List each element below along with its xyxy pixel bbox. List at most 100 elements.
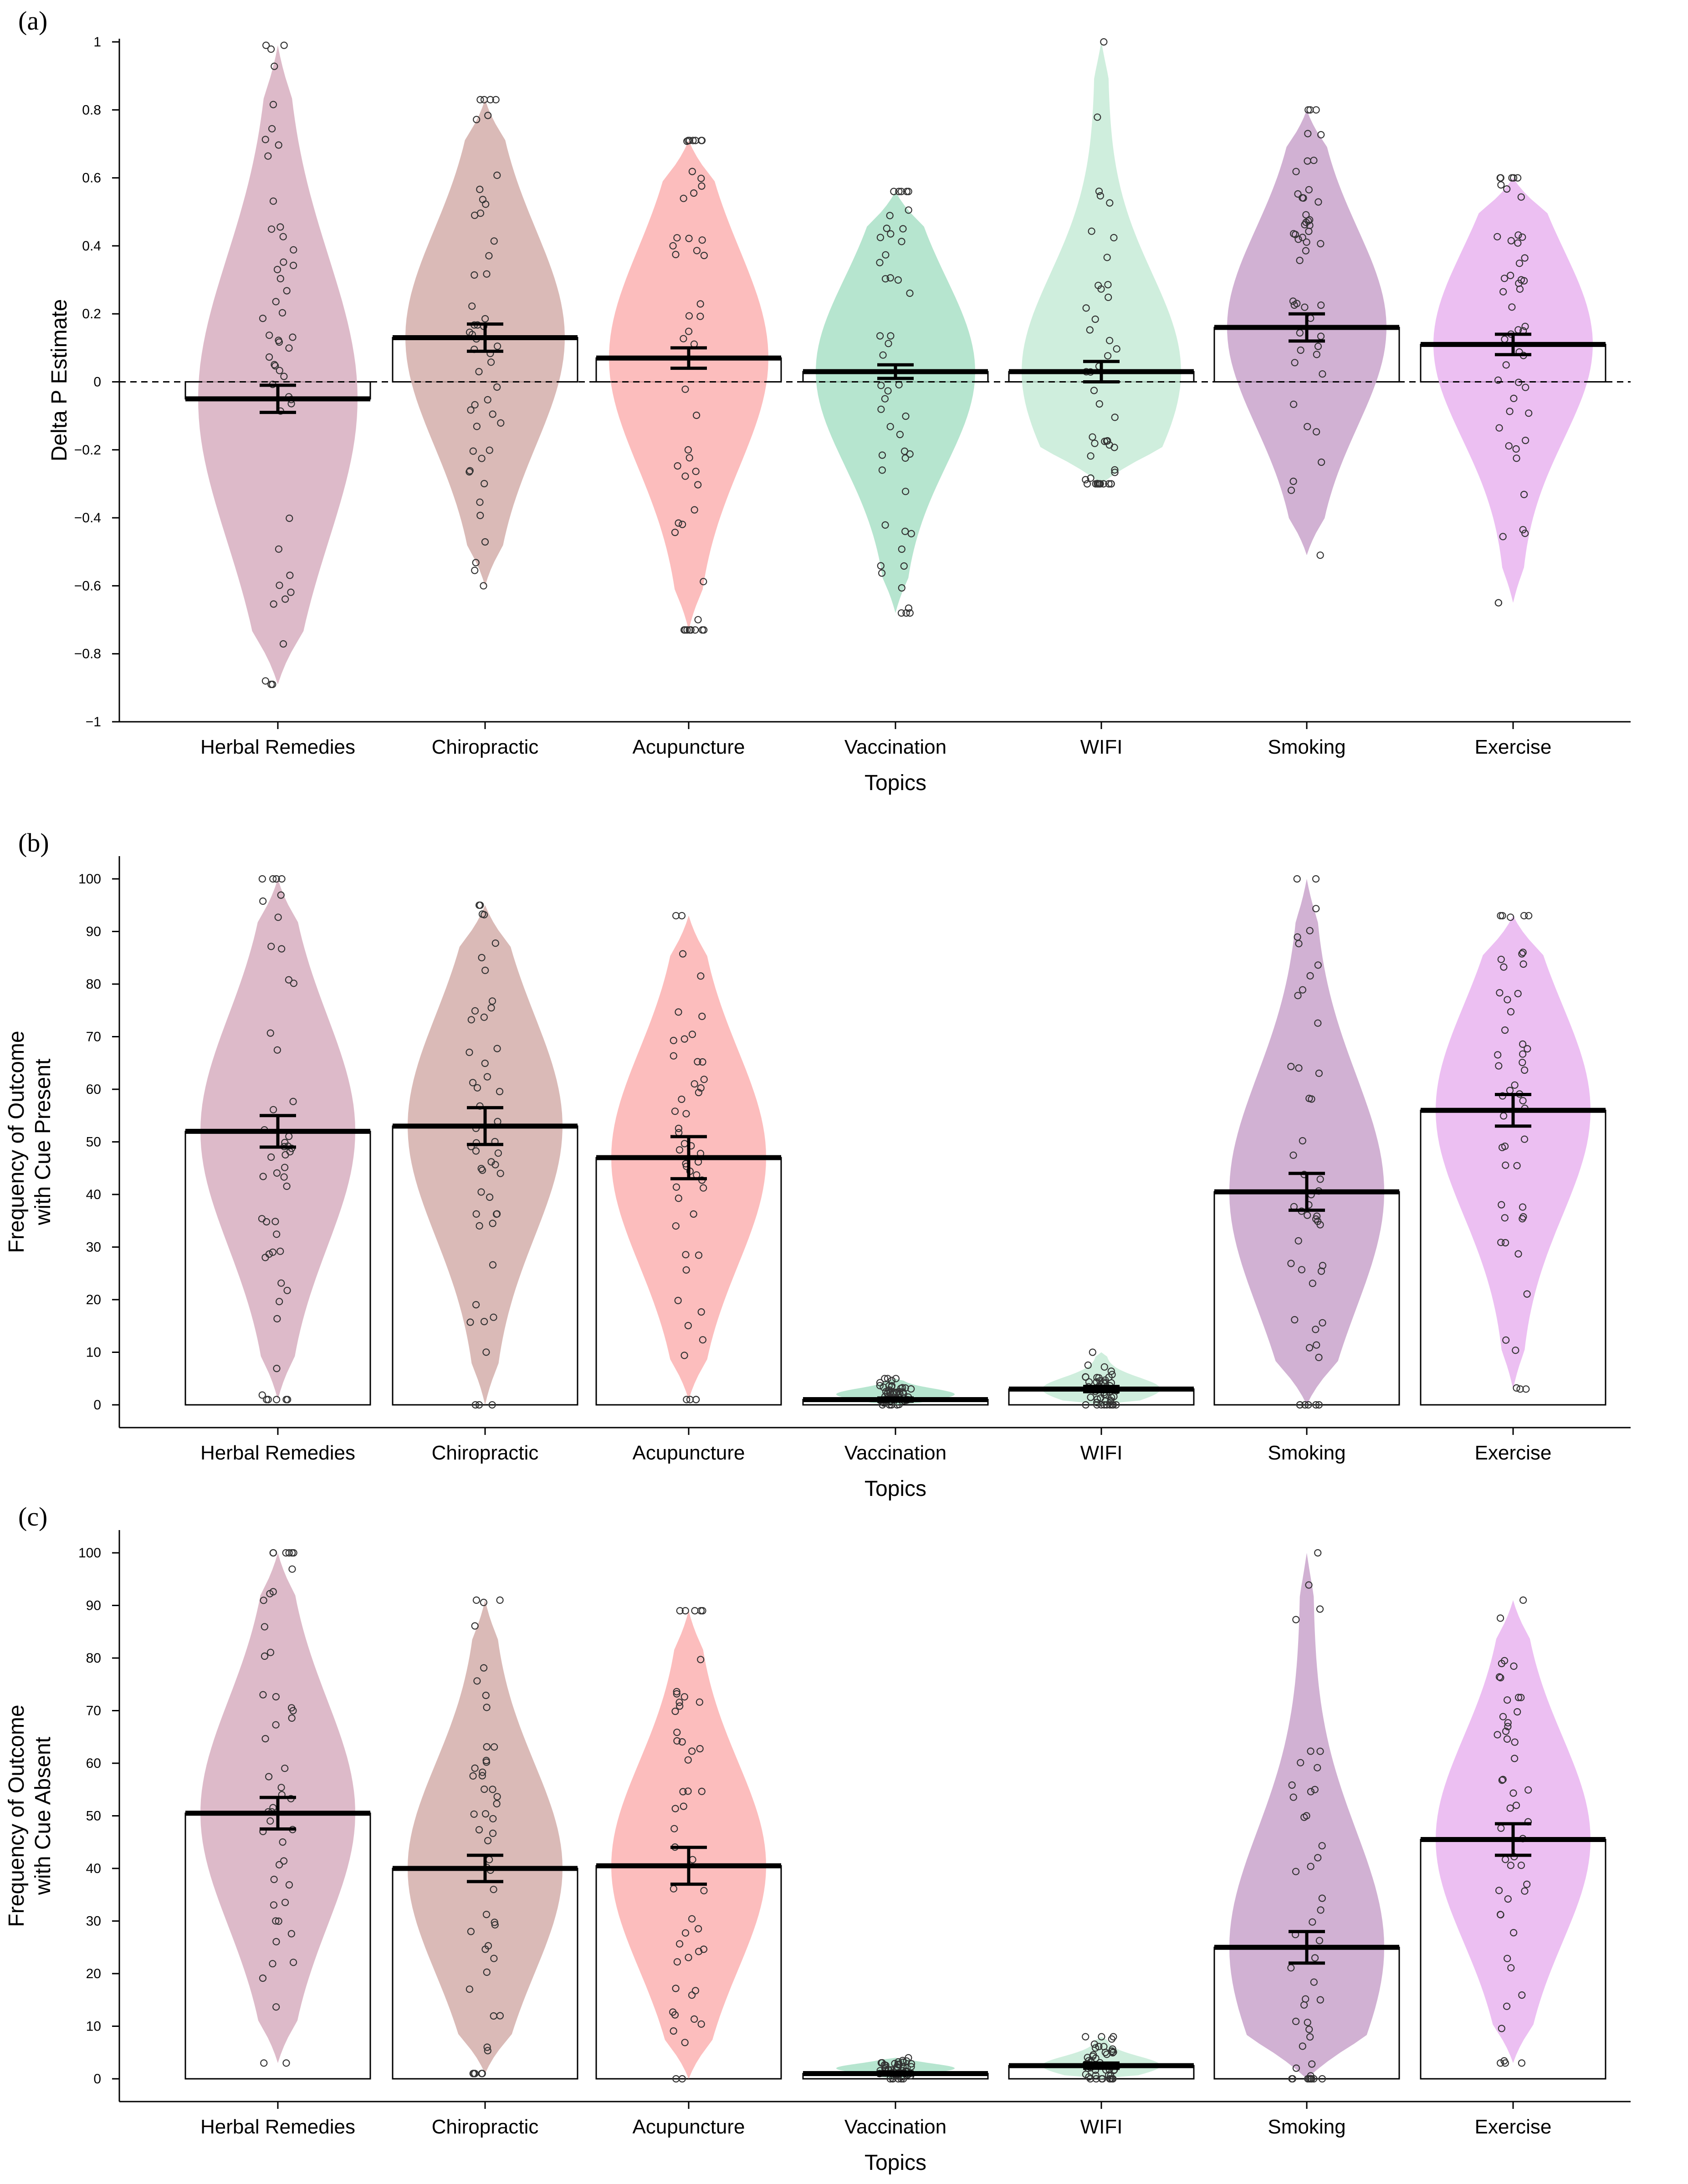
data-point bbox=[1110, 234, 1118, 242]
data-point bbox=[272, 1938, 280, 1945]
y-tick-label: 0 bbox=[93, 2072, 101, 2087]
data-point bbox=[1511, 1081, 1519, 1089]
data-point bbox=[476, 511, 484, 520]
data-point bbox=[683, 626, 691, 634]
panel-a: (a) 1 0.8 0.6 0.4 0.2 0 −0.2 −0.4 −0.6 −0.8 −1 Delta… bbox=[18, 6, 1631, 795]
data-point bbox=[1519, 526, 1527, 534]
x-tick-label: Smoking bbox=[1268, 2116, 1345, 2138]
data-point bbox=[694, 1058, 701, 1066]
data-point bbox=[1306, 106, 1314, 114]
data-point bbox=[1498, 1659, 1505, 1668]
data-point bbox=[1309, 1280, 1316, 1287]
data-point bbox=[884, 1375, 892, 1383]
y-tick-label: 90 bbox=[86, 1598, 101, 1613]
data-point bbox=[892, 1375, 900, 1383]
data-point bbox=[675, 519, 682, 527]
data-point bbox=[685, 312, 693, 320]
data-point bbox=[680, 194, 687, 202]
data-point bbox=[273, 1315, 281, 1322]
y-tick-label: 60 bbox=[86, 1082, 101, 1097]
data-point bbox=[490, 1313, 497, 1321]
data-point bbox=[1092, 2072, 1100, 2079]
data-point bbox=[1292, 168, 1300, 175]
data-point bbox=[1291, 1316, 1299, 1324]
data-point bbox=[682, 1110, 690, 1118]
data-point bbox=[1319, 1319, 1326, 1327]
data-point bbox=[1303, 1812, 1310, 1820]
data-point bbox=[672, 250, 680, 259]
data-point bbox=[482, 1911, 491, 1919]
data-point bbox=[287, 588, 295, 596]
y-tick-label: 10 bbox=[86, 1345, 101, 1360]
data-point bbox=[696, 312, 704, 320]
data-point bbox=[1305, 1344, 1314, 1352]
data-point bbox=[465, 1985, 474, 1993]
data-point bbox=[1497, 912, 1504, 919]
category-exercise: Exercise bbox=[1420, 174, 1606, 758]
data-point bbox=[1497, 1239, 1505, 1246]
data-point bbox=[1299, 1137, 1306, 1145]
data-point bbox=[688, 1031, 696, 1038]
violin bbox=[1022, 42, 1181, 484]
data-point bbox=[269, 1549, 277, 1557]
data-point bbox=[471, 401, 479, 409]
data-point bbox=[678, 1095, 685, 1103]
data-point bbox=[1499, 288, 1507, 296]
y-tick-label: 60 bbox=[86, 1756, 101, 1771]
y-tick-label: 30 bbox=[86, 1240, 101, 1255]
data-point bbox=[1494, 1051, 1502, 1059]
data-point bbox=[1497, 955, 1505, 963]
data-point bbox=[903, 2057, 910, 2065]
data-point bbox=[490, 1743, 498, 1751]
data-point bbox=[1504, 1895, 1512, 1903]
data-point bbox=[479, 1768, 486, 1776]
data-point bbox=[1108, 1393, 1115, 1401]
data-point bbox=[675, 1940, 684, 1948]
data-point bbox=[267, 680, 275, 689]
data-point bbox=[287, 1704, 296, 1712]
data-point bbox=[261, 677, 270, 685]
data-point bbox=[484, 396, 491, 404]
data-point bbox=[906, 289, 914, 297]
data-point bbox=[886, 1389, 894, 1397]
data-point bbox=[1292, 1868, 1300, 1875]
data-point bbox=[1512, 445, 1520, 453]
data-point bbox=[285, 976, 293, 984]
data-point bbox=[1519, 960, 1527, 968]
data-point bbox=[1293, 875, 1301, 883]
data-point bbox=[472, 1210, 480, 1218]
y-axis-title-line: Delta P Estimate bbox=[47, 299, 72, 462]
data-point bbox=[259, 1974, 267, 1982]
data-point bbox=[1296, 256, 1304, 265]
data-point bbox=[483, 1073, 491, 1081]
data-point bbox=[698, 137, 706, 144]
category-smoking: Smoking bbox=[1213, 106, 1400, 758]
data-point bbox=[490, 1886, 497, 1893]
data-point bbox=[1087, 452, 1095, 460]
data-point bbox=[1297, 1759, 1304, 1766]
data-point bbox=[278, 945, 286, 953]
data-point bbox=[267, 1153, 275, 1161]
data-point bbox=[674, 462, 681, 470]
x-axis-title: Topics bbox=[864, 771, 926, 795]
data-point bbox=[694, 481, 702, 489]
data-point bbox=[1519, 1596, 1527, 1604]
data-point bbox=[876, 234, 885, 241]
data-point bbox=[672, 912, 680, 919]
data-point bbox=[681, 2039, 689, 2046]
x-tick-label: Vaccination bbox=[844, 1442, 946, 1464]
data-point bbox=[901, 488, 910, 495]
data-point bbox=[1289, 1793, 1297, 1801]
data-point bbox=[1519, 1203, 1527, 1211]
data-point bbox=[680, 335, 687, 342]
data-point bbox=[1521, 1887, 1529, 1895]
data-point bbox=[694, 616, 702, 623]
data-point bbox=[473, 1677, 481, 1685]
data-point bbox=[672, 1222, 680, 1230]
data-point bbox=[1494, 1731, 1501, 1739]
data-point bbox=[1503, 2002, 1511, 2010]
data-point bbox=[491, 939, 499, 947]
data-point bbox=[877, 562, 885, 570]
data-point bbox=[878, 466, 886, 474]
